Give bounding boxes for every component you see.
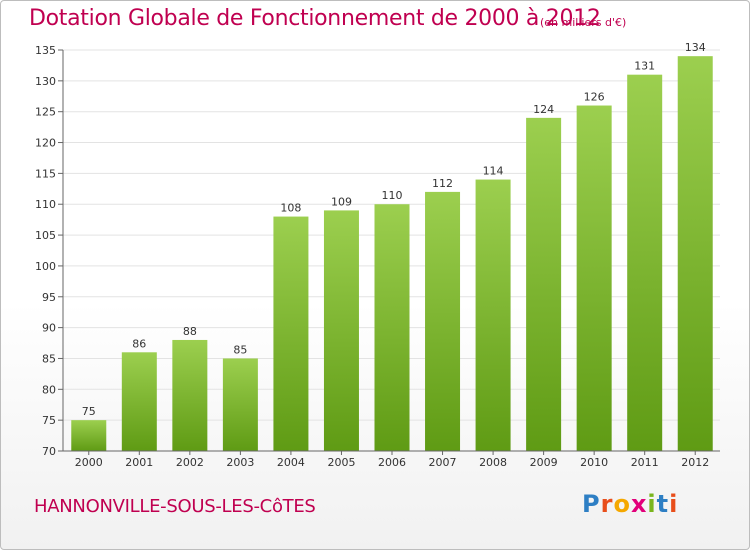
x-tick-label-2002: 2002 — [176, 456, 204, 469]
logo-letter: P — [582, 490, 601, 518]
value-label-2011: 131 — [634, 60, 655, 73]
labels: 70 75 80 85 90 95 100 105 110 115 120 125 130 135 75 20… — [35, 41, 709, 469]
x-tick-label-2009: 2009 — [530, 456, 558, 469]
value-label-2007: 112 — [432, 177, 453, 190]
logo-letter: t — [656, 490, 670, 518]
logo-letter: o — [613, 490, 631, 518]
value-label-2010: 126 — [584, 91, 605, 104]
bar-2008 — [475, 179, 511, 452]
x-tick-label-2004: 2004 — [277, 456, 305, 469]
bar-2007 — [425, 191, 461, 451]
bar-2001 — [121, 352, 157, 451]
y-tick-label: 110 — [35, 198, 56, 211]
chart-unit-note: (en milliers d'€) — [540, 16, 627, 29]
logo-letter: i — [669, 490, 679, 518]
y-tick-label: 120 — [35, 137, 56, 150]
bar-2010 — [576, 105, 612, 452]
value-label-2004: 108 — [280, 202, 301, 215]
bar-2004 — [273, 216, 309, 451]
bar-2012 — [677, 56, 713, 452]
bars — [71, 56, 713, 452]
bar-2006 — [374, 204, 410, 451]
y-tick-label: 135 — [35, 44, 56, 57]
bar-2002 — [172, 339, 208, 451]
y-tick-label: 115 — [35, 167, 56, 180]
x-tick-label-2012: 2012 — [681, 456, 709, 469]
x-tick-label-2008: 2008 — [479, 456, 507, 469]
value-label-2002: 88 — [183, 325, 197, 338]
commune-name: HANNONVILLE-SOUS-LES-CôTES — [34, 496, 316, 517]
bar-2005 — [323, 210, 359, 451]
bar-2009 — [526, 117, 562, 451]
axes — [58, 49, 720, 455]
x-tick-label-2001: 2001 — [125, 456, 153, 469]
x-tick-label-2006: 2006 — [378, 456, 406, 469]
value-label-2008: 114 — [483, 165, 504, 178]
bar-2003 — [222, 358, 258, 451]
x-tick-label-2011: 2011 — [631, 456, 659, 469]
x-tick-label-2000: 2000 — [75, 456, 103, 469]
value-label-2003: 85 — [233, 343, 247, 356]
x-tick-label-2010: 2010 — [580, 456, 608, 469]
logo-letter: i — [647, 490, 657, 518]
value-label-2005: 109 — [331, 195, 352, 208]
chart-title: Dotation Globale de Fonctionnement de 20… — [29, 6, 601, 31]
logo-letter: r — [600, 490, 614, 518]
bar-2000 — [71, 420, 107, 451]
value-label-2001: 86 — [132, 337, 146, 350]
y-tick-label: 130 — [35, 75, 56, 88]
x-tick-label-2005: 2005 — [327, 456, 355, 469]
y-tick-label: 105 — [35, 229, 56, 242]
y-tick-label: 100 — [35, 260, 56, 273]
value-label-2000: 75 — [82, 405, 96, 418]
y-tick-label: 80 — [42, 383, 56, 396]
bar-2011 — [627, 74, 663, 451]
value-label-2009: 124 — [533, 103, 554, 116]
logo-letter: x — [630, 490, 648, 518]
value-label-2012: 134 — [685, 41, 706, 54]
x-tick-label-2007: 2007 — [429, 456, 457, 469]
y-tick-label: 70 — [42, 445, 56, 458]
y-tick-label: 75 — [42, 414, 56, 427]
x-tick-label-2003: 2003 — [226, 456, 254, 469]
y-tick-label: 95 — [42, 291, 56, 304]
proxiti-logo[interactable]: Proxiti — [582, 490, 678, 518]
value-label-2006: 110 — [382, 189, 403, 202]
y-tick-label: 85 — [42, 352, 56, 365]
y-tick-label: 90 — [42, 322, 56, 335]
y-tick-label: 125 — [35, 106, 56, 119]
